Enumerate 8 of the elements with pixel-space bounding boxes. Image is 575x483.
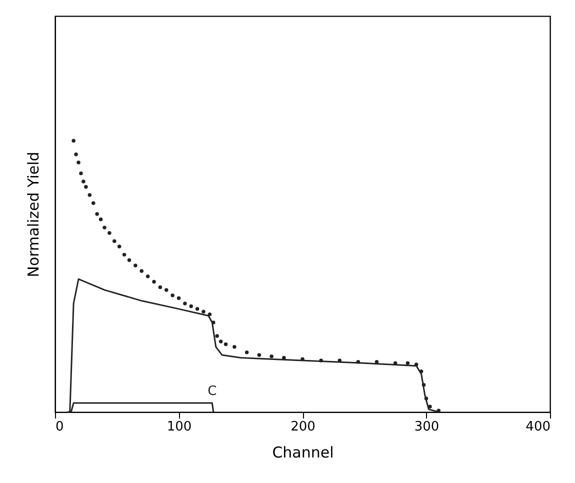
x-tick-label: 300 (414, 420, 440, 434)
series-label: C (208, 384, 217, 400)
x-tick-label: 200 (290, 420, 316, 434)
x-axis-title: Channel (272, 444, 334, 462)
x-tick-label: 0 (56, 420, 64, 434)
x-tick-label: 400 (526, 420, 550, 434)
x-tick-label: 100 (166, 420, 192, 434)
y-axis-title: Normalized Yield (24, 152, 42, 278)
